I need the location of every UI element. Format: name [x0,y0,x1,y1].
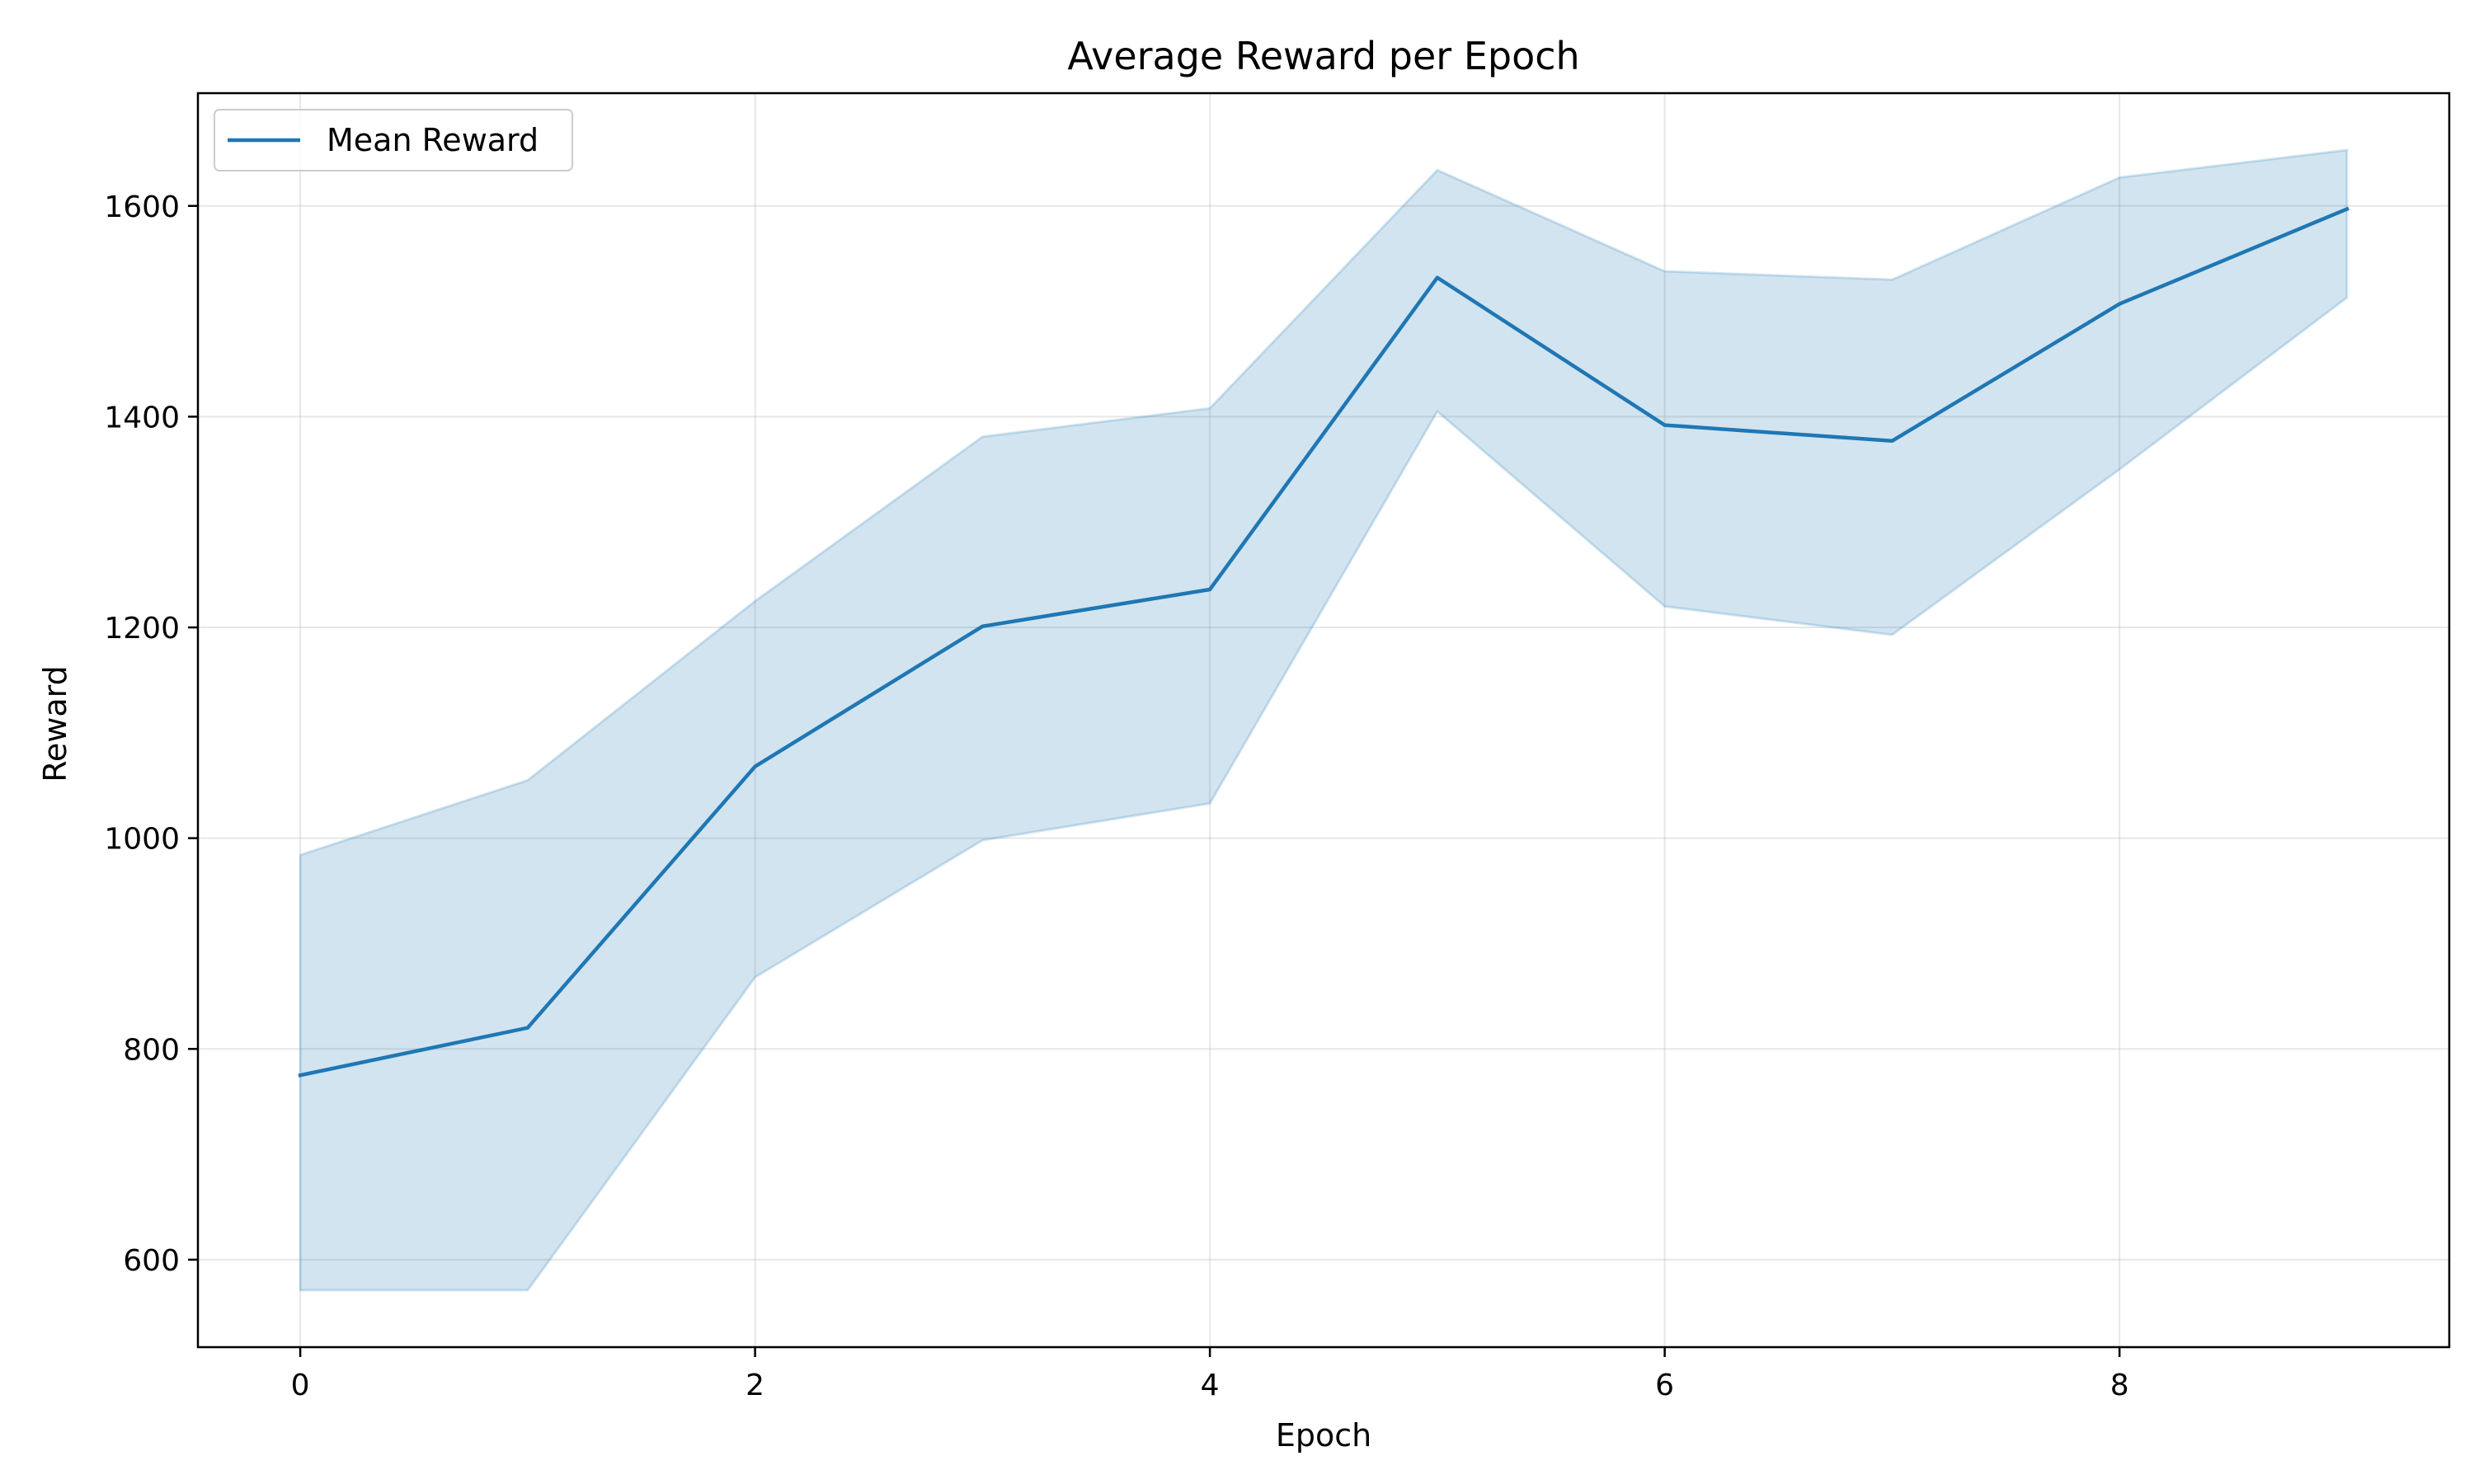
x-tick-label: 2 [745,1369,764,1402]
x-axis-ticks: 0 2 4 6 8 [291,1347,2129,1402]
y-tick-label: 600 [123,1244,180,1278]
x-axis-label: Epoch [1276,1417,1371,1453]
x-tick-label: 6 [1655,1369,1674,1402]
legend: Mean Reward [214,109,573,171]
x-tick-label: 0 [291,1369,310,1402]
grid-lines [198,93,2449,1347]
y-axis-label: Reward [37,665,73,782]
legend-box [214,109,573,171]
x-tick-label: 4 [1201,1369,1220,1402]
y-tick-label: 1000 [104,823,180,857]
y-tick-label: 1200 [104,612,180,646]
y-tick-label: 1400 [104,401,180,434]
series-line-mean-reward [298,206,2349,1078]
y-tick-label: 800 [123,1033,180,1067]
legend-label-mean-reward: Mean Reward [327,122,539,158]
plot-frame [196,92,2451,1349]
x-tick-label: 8 [2110,1369,2129,1402]
y-axis-ticks: 600 800 1000 1200 1400 1600 [104,190,198,1278]
mean-reward-line [298,206,2349,1078]
y-tick-label: 1600 [104,190,180,224]
chart-title: Average Reward per Epoch [1067,34,1579,78]
